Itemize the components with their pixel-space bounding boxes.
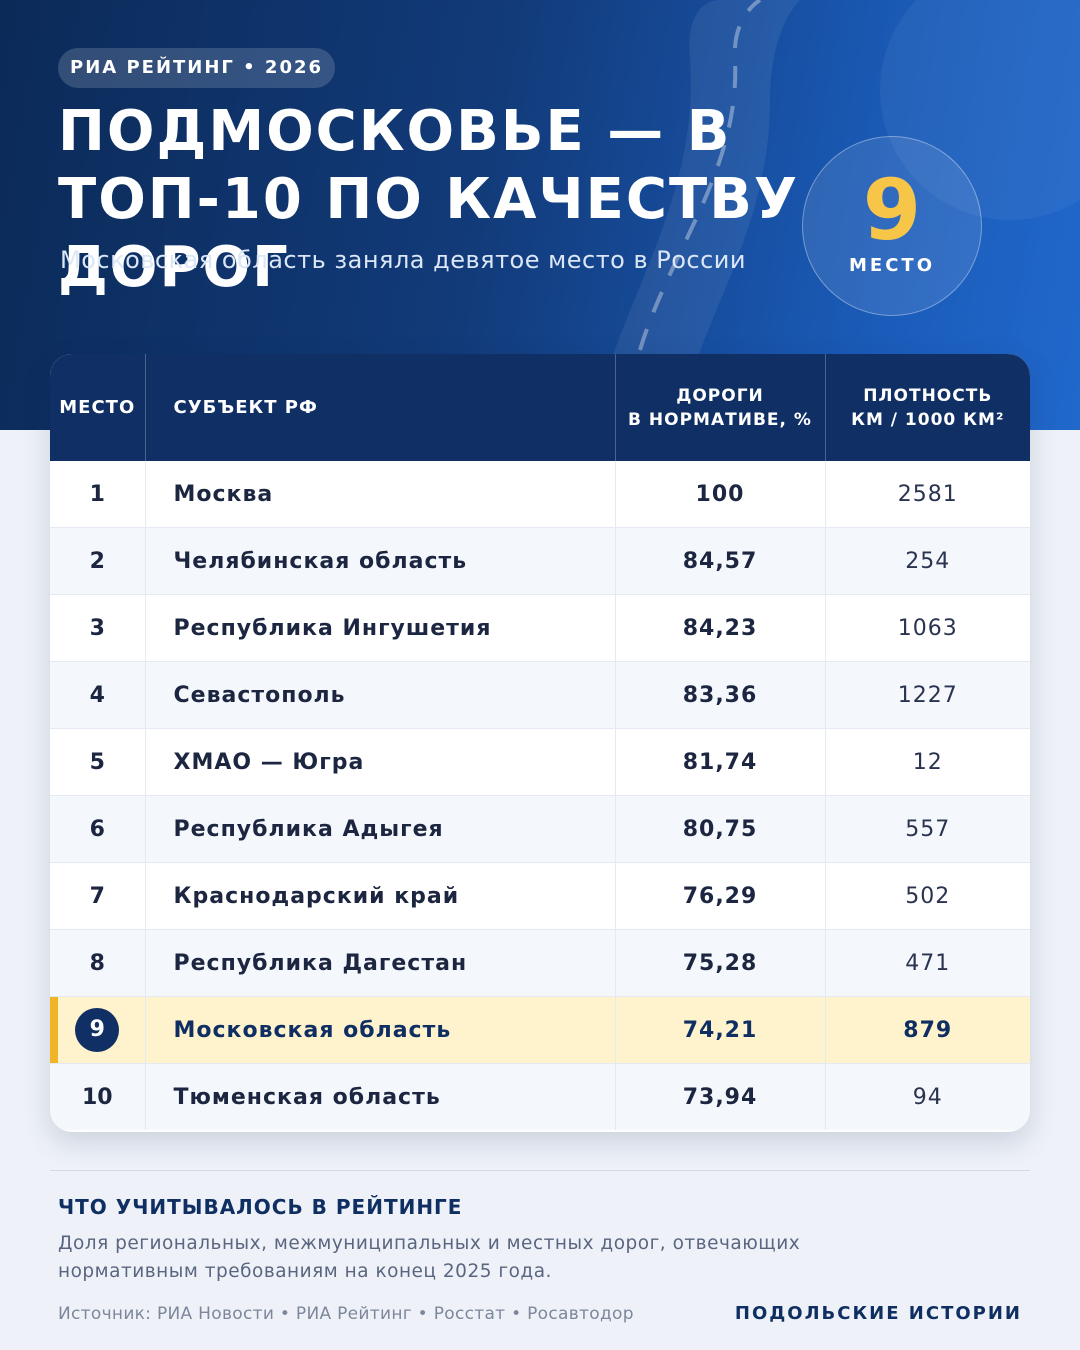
source-line: Источник: РИА Новости • РИА Рейтинг • Ро… (58, 1304, 634, 1324)
rank-cell: 10 (50, 1063, 146, 1130)
table-row: 1 Москва 100 2581 (50, 461, 1030, 528)
hero-banner: РИА РЕЙТИНГ • 2026 ПОДМОСКОВЬЕ — В ТОП-1… (0, 0, 1080, 430)
rank-cell: 9 (50, 996, 146, 1064)
density-cell: 1063 (825, 594, 1030, 662)
footer-divider (50, 1170, 1030, 1171)
subject-cell: Москва (145, 461, 616, 528)
density-cell: 254 (825, 527, 1030, 595)
density-cell: 471 (825, 929, 1030, 997)
rank-cell: 6 (50, 795, 146, 863)
methodology-text: Доля региональных, межмуниципальных и ме… (58, 1233, 801, 1282)
table-row: 10 Тюменская область 73,94 94 (50, 1063, 1030, 1130)
column-header-rank: МЕСТО (50, 354, 146, 461)
road-illustration (590, 0, 800, 430)
page-subtitle: Московская область заняла девятое место … (60, 246, 747, 274)
norm-cell: 84,57 (615, 527, 826, 595)
rank-cell: 5 (50, 728, 146, 796)
table-row: 5 ХМАО — Югра 81,74 12 (50, 728, 1030, 796)
page-title: ПОДМОСКОВЬЕ — В ТОП-10 ПО КАЧЕСТВУ ДОРОГ (58, 99, 800, 300)
column-header-norm-line2: В НОРМАТИВЕ, % (628, 409, 812, 430)
table-row-highlighted: 9 Московская область 74,21 879 (50, 996, 1030, 1064)
subject-cell: Московская область (145, 996, 616, 1064)
column-header-subject: СУБЪЕКТ РФ (145, 354, 616, 461)
density-cell: 879 (825, 996, 1030, 1064)
norm-cell: 73,94 (615, 1063, 826, 1130)
table-row: 8 Республика Дагестан 75,28 471 (50, 929, 1030, 997)
subject-cell: Тюменская область (145, 1063, 616, 1130)
ranking-table: МЕСТО СУБЪЕКТ РФ ДОРОГИ В НОРМАТИВЕ, % П… (50, 354, 1030, 1130)
density-cell: 557 (825, 795, 1030, 863)
place-label: МЕСТО (849, 255, 935, 276)
rank-cell: 2 (50, 527, 146, 595)
density-cell: 12 (825, 728, 1030, 796)
density-cell: 94 (825, 1063, 1030, 1130)
norm-cell: 80,75 (615, 795, 826, 863)
table-row: 6 Республика Адыгея 80,75 557 (50, 795, 1030, 863)
subject-cell: Краснодарский край (145, 862, 616, 930)
norm-cell: 81,74 (615, 728, 826, 796)
density-cell: 2581 (825, 461, 1030, 528)
ranking-table-card: МЕСТО СУБЪЕКТ РФ ДОРОГИ В НОРМАТИВЕ, % П… (50, 354, 1030, 1132)
norm-cell: 83,36 (615, 661, 826, 729)
subject-cell: Республика Ингушетия (145, 594, 616, 662)
rank-pill: 9 (75, 1008, 120, 1052)
table-header-row: МЕСТО СУБЪЕКТ РФ ДОРОГИ В НОРМАТИВЕ, % П… (50, 354, 1030, 461)
norm-cell: 100 (615, 461, 826, 528)
table-row: 3 Республика Ингушетия 84,23 1063 (50, 594, 1030, 662)
norm-cell: 76,29 (615, 862, 826, 930)
rank-cell: 8 (50, 929, 146, 997)
density-cell: 1227 (825, 661, 1030, 729)
subject-cell: Республика Дагестан (145, 929, 616, 997)
column-header-density-line1: ПЛОТНОСТЬ (863, 385, 993, 406)
rank-cell: 1 (50, 461, 146, 528)
column-header-norm-line1: ДОРОГИ (676, 385, 764, 406)
subject-cell: ХМАО — Югра (145, 728, 616, 796)
rating-badge: РИА РЕЙТИНГ • 2026 (58, 48, 336, 88)
norm-cell: 74,21 (615, 996, 826, 1064)
norm-cell: 75,28 (615, 929, 826, 997)
column-header-density: ПЛОТНОСТЬ КМ / 1000 КМ² (825, 354, 1030, 461)
table-row: 4 Севастополь 83,36 1227 (50, 661, 1030, 729)
norm-cell: 84,23 (615, 594, 826, 662)
rank-cell: 7 (50, 862, 146, 930)
subject-cell: Челябинская область (145, 527, 616, 595)
table-row: 7 Краснодарский край 76,29 502 (50, 862, 1030, 930)
column-header-norm: ДОРОГИ В НОРМАТИВЕ, % (615, 354, 826, 461)
subject-cell: Республика Адыгея (145, 795, 616, 863)
subject-cell: Севастополь (145, 661, 616, 729)
methodology-title: ЧТО УЧИТЫВАЛОСЬ В РЕЙТИНГЕ (58, 1195, 463, 1219)
density-cell: 502 (825, 862, 1030, 930)
column-header-density-line2: КМ / 1000 КМ² (851, 409, 1005, 430)
place-medallion: 9 МЕСТО (802, 136, 982, 316)
brand-logo-text: ПОДОЛЬСКИЕ ИСТОРИИ (734, 1303, 1022, 1324)
place-number: 9 (862, 161, 922, 259)
rank-cell: 4 (50, 661, 146, 729)
rank-cell: 3 (50, 594, 146, 662)
table-row: 2 Челябинская область 84,57 254 (50, 527, 1030, 595)
